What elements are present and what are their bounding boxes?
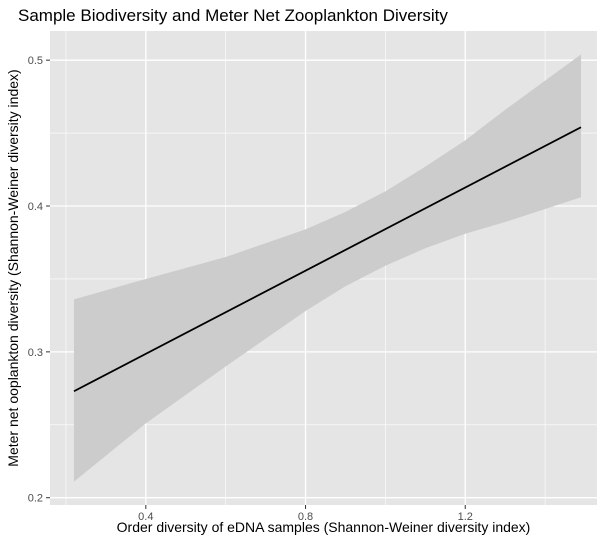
- y-tick-label: 0.4: [28, 201, 43, 213]
- y-axis-title: Meter net ooplankton diversity (Shannon-…: [5, 69, 21, 466]
- regression-line: [73, 126, 582, 393]
- chart-title: Sample Biodiversity and Meter Net Zoopla…: [18, 6, 448, 25]
- y-tick-label: 0.3: [28, 347, 43, 359]
- y-tick-label: 0.2: [28, 493, 43, 505]
- data-marks: [73, 54, 582, 482]
- y-tick-label: 0.5: [28, 55, 43, 67]
- x-axis-title: Order diversity of eDNA samples (Shannon…: [117, 519, 531, 535]
- confidence-ribbon: [73, 54, 582, 482]
- gridlines: [50, 31, 597, 505]
- axis-ticks: 0.4 0.8 1.2 0.2 0.3 0.4 0.5: [28, 55, 473, 523]
- x-tick-label: 0.8: [298, 511, 313, 523]
- x-tick-label: 1.2: [458, 511, 473, 523]
- x-tick-label: 0.4: [138, 511, 153, 523]
